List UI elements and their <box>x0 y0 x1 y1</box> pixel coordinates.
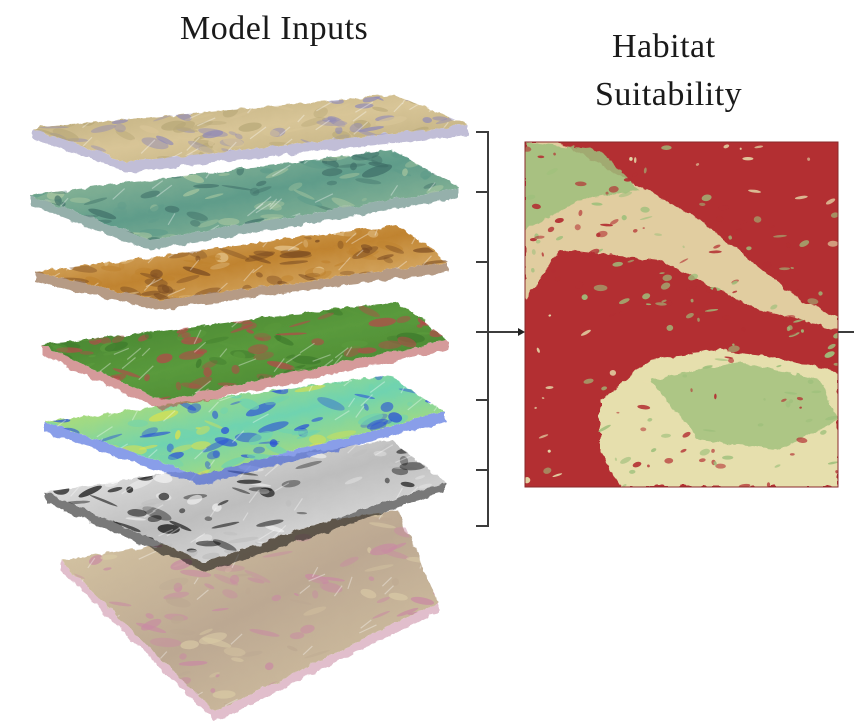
arrow-to-output-icon <box>504 328 525 336</box>
input-bracket <box>476 131 505 527</box>
habitat-title-line1: Habitat <box>612 28 716 65</box>
habitat-title-line2: Suitability <box>595 76 743 113</box>
model-input-layer-stack <box>30 95 468 722</box>
habitat-suitability-map <box>524 141 839 488</box>
model-inputs-title: Model Inputs <box>180 10 369 47</box>
